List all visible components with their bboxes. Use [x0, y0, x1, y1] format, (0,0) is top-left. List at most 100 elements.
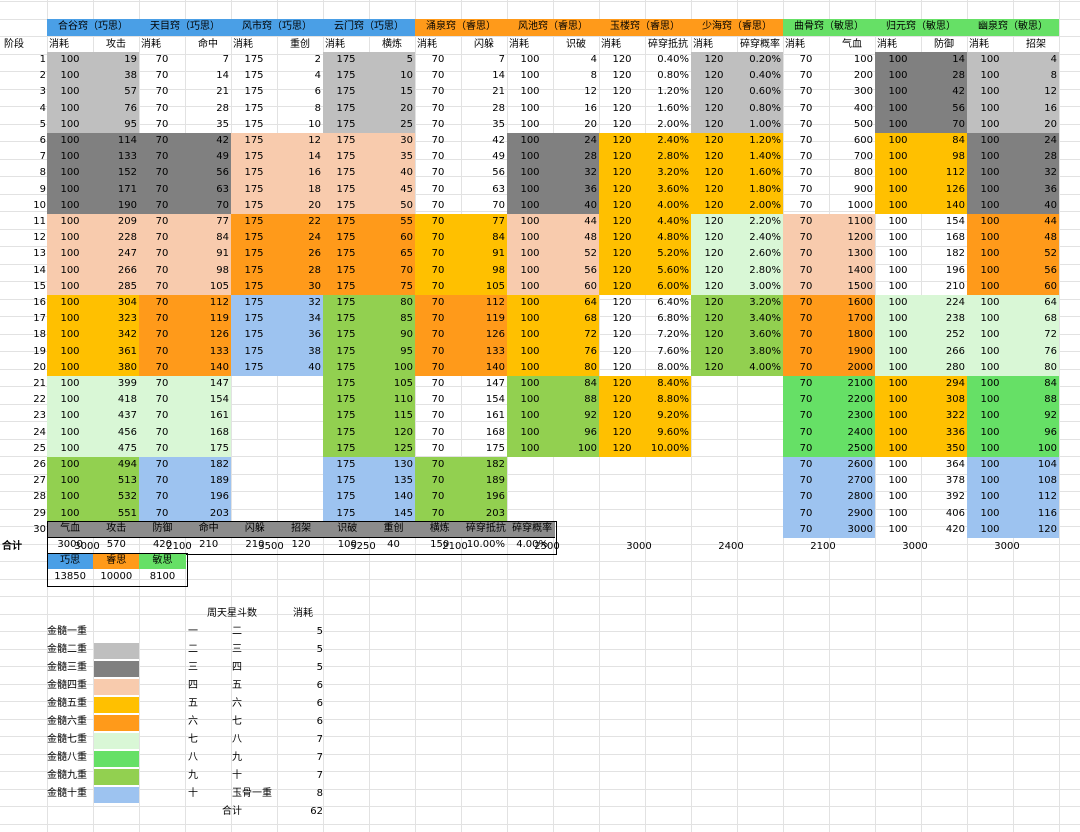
summary-header-bg [324, 521, 371, 537]
cell-fill [599, 440, 691, 458]
column-header: 消耗 [877, 39, 897, 50]
cell-fill [875, 197, 967, 215]
cell-fill [967, 392, 1059, 409]
cost-cell: 100 [520, 280, 540, 292]
cost-cell: 120 [612, 329, 632, 341]
cost-cell: 70 [799, 151, 813, 163]
value-cell: 1.60% [749, 167, 781, 179]
cost-cell: 70 [431, 167, 445, 179]
group-header-bg [691, 19, 783, 36]
column-header: 消耗 [785, 39, 805, 50]
cost-cell: 70 [431, 491, 445, 503]
cost-cell: 70 [155, 216, 169, 227]
value-cell: 224 [945, 297, 965, 308]
cell-fill [875, 392, 967, 409]
column-header: 消耗 [141, 39, 161, 50]
cell-fill [875, 343, 967, 361]
stage-label: 阶段 [4, 39, 24, 50]
value-cell: 6 [314, 86, 321, 98]
star-from: 九 [188, 770, 198, 781]
value-cell: 32 [308, 297, 321, 308]
cell-fill [415, 230, 507, 247]
cost-cell: 70 [799, 232, 813, 244]
cell-fill [139, 165, 231, 182]
cost-cell: 70 [155, 345, 169, 357]
cost-cell: 100 [60, 491, 80, 503]
value-cell: 1300 [847, 248, 873, 260]
cost-cell: 120 [704, 118, 724, 130]
cost-cell: 70 [799, 118, 813, 130]
cost-cell: 120 [612, 102, 632, 114]
value-cell: 3.40% [749, 313, 781, 325]
cell-fill [323, 133, 415, 150]
cost-cell: 120 [612, 426, 632, 438]
cell-fill [783, 424, 875, 442]
value-cell: 5 [406, 54, 413, 65]
value-cell: 168 [945, 232, 965, 244]
value-cell: 56 [492, 167, 505, 179]
cell-fill [875, 165, 967, 182]
cost-cell: 175 [336, 361, 356, 373]
star-from: 五 [188, 698, 198, 709]
cost-cell: 70 [799, 491, 813, 503]
value-cell: 56 [952, 102, 965, 114]
cell-fill [139, 327, 231, 344]
cell-fill [783, 214, 875, 231]
cell-fill [415, 295, 507, 312]
cost-cell: 100 [60, 378, 80, 389]
value-cell: 400 [853, 102, 873, 114]
stage-number: 13 [33, 248, 46, 260]
cell-fill [231, 246, 323, 263]
cost-cell: 175 [244, 345, 264, 357]
value-cell: 105 [393, 378, 413, 389]
cost-cell: 70 [431, 378, 445, 389]
value-cell: 20 [400, 102, 413, 114]
cost-cell: 175 [244, 54, 264, 65]
grid-row-line [0, 491, 1080, 492]
cell-fill [47, 133, 139, 150]
cost-cell: 100 [60, 216, 80, 227]
value-cell: 1000 [847, 199, 873, 211]
cost-cell: 70 [155, 199, 169, 211]
grid-row-line [0, 578, 1080, 580]
value-cell: 77 [492, 216, 505, 227]
group-total: 2100 [442, 541, 468, 552]
group-header: 风池窍（睿思） [518, 21, 588, 32]
value-cell: 12 [584, 86, 597, 98]
stage-number: 12 [33, 232, 46, 244]
cost-cell: 100 [888, 199, 908, 211]
grid-row-line [0, 508, 1080, 510]
cell-fill [783, 327, 875, 344]
value-cell: 456 [117, 426, 137, 438]
cost-cell: 175 [336, 54, 356, 65]
cell-fill [691, 343, 783, 361]
value-cell: 4.00% [749, 361, 781, 373]
cost-cell: 70 [155, 378, 169, 389]
value-cell: 91 [216, 248, 229, 260]
cell-fill [691, 230, 783, 247]
cost-cell: 120 [612, 86, 632, 98]
cost-cell: 70 [431, 475, 445, 487]
cell-fill [47, 230, 139, 247]
cost-cell: 100 [520, 216, 540, 227]
value-cell: 1900 [847, 345, 873, 357]
stage-number: 25 [33, 442, 46, 454]
cost-cell: 120 [612, 378, 632, 389]
summary-header-bg [93, 521, 140, 537]
cell-fill [783, 408, 875, 425]
cell-fill [967, 489, 1059, 506]
cost-cell: 175 [336, 459, 356, 470]
legend-label: 金髓九重 [47, 770, 87, 781]
legend-swatch [94, 715, 139, 731]
star-cost: 5 [316, 644, 323, 655]
cell-fill [231, 165, 323, 182]
grid-row-line [0, 771, 1080, 772]
cost-cell: 120 [612, 394, 632, 406]
cell-fill [691, 246, 783, 263]
value-cell: 7 [222, 54, 229, 65]
summary-header: 识破 [337, 523, 358, 534]
grid-row-line [0, 631, 1080, 632]
value-cell: 3.00% [749, 280, 781, 292]
cost-cell: 120 [612, 264, 632, 276]
cell-fill [599, 197, 691, 215]
